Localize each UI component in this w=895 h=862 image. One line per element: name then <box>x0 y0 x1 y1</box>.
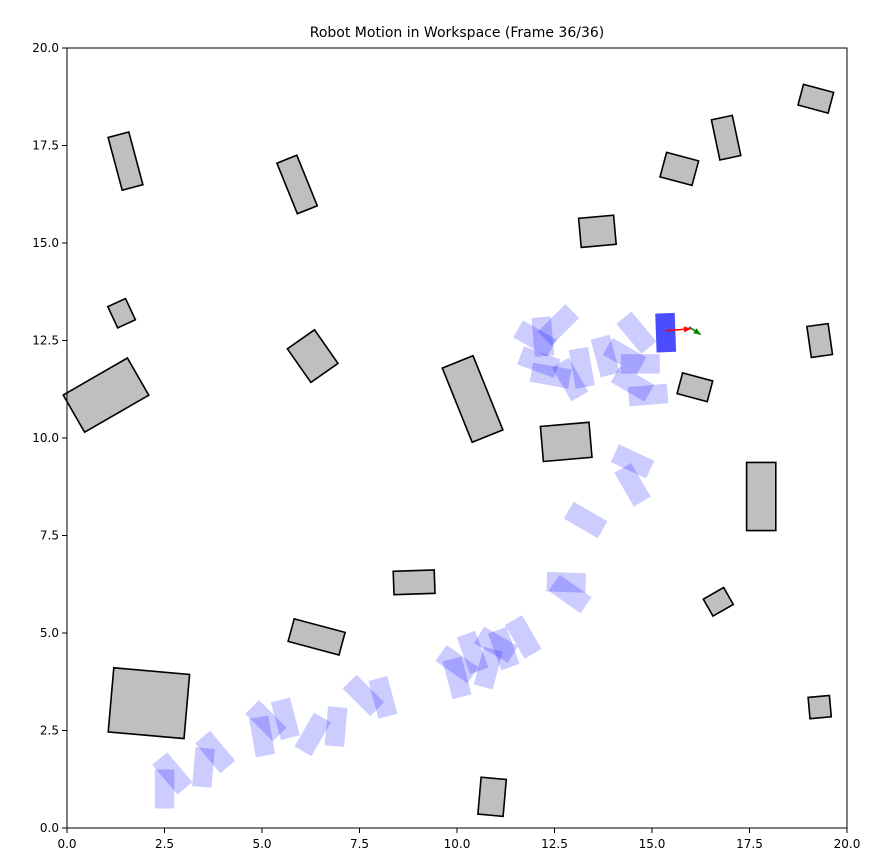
trail-pose-32 <box>616 311 657 354</box>
obstacle-7 <box>659 151 700 187</box>
obstacle-6 <box>577 214 618 249</box>
x-tick-label: 10.0 <box>444 837 471 851</box>
obstacle-18 <box>807 694 833 720</box>
obstacle-14 <box>392 569 436 596</box>
obstacle-4 <box>286 328 340 384</box>
trail-pose-7 <box>294 712 331 757</box>
trail-pose-25 <box>537 304 580 346</box>
obstacle-2 <box>106 297 137 329</box>
trail-pose-5 <box>245 700 287 742</box>
trail-pose-4 <box>249 715 275 758</box>
x-tick-label: 5.0 <box>252 837 271 851</box>
obstacle-19 <box>477 776 508 818</box>
trail-pose-15 <box>474 626 518 663</box>
obstacle-9 <box>797 83 835 115</box>
trail-pose-14 <box>473 646 503 690</box>
x-tick-label: 12.5 <box>541 837 568 851</box>
y-tick-label: 0.0 <box>40 821 59 835</box>
trail-pose-8 <box>324 706 348 747</box>
trail-pose-0 <box>154 769 175 809</box>
robot-trail <box>152 304 669 809</box>
trail-pose-19 <box>548 574 592 614</box>
obstacle-17 <box>702 586 735 618</box>
trail-pose-9 <box>342 674 385 717</box>
y-tick-label: 17.5 <box>32 139 59 153</box>
trail-pose-30 <box>590 334 620 378</box>
trail-pose-10 <box>368 676 398 719</box>
trail-pose-20 <box>563 501 608 539</box>
heading-arrow-head <box>683 326 691 333</box>
trail-pose-1 <box>152 752 193 795</box>
velocity-arrow-head <box>693 328 701 335</box>
y-tick-label: 7.5 <box>40 529 59 543</box>
obstacle-16 <box>107 666 191 740</box>
obstacles <box>62 83 835 818</box>
trail-pose-34 <box>610 365 655 402</box>
y-tick-label: 5.0 <box>40 626 59 640</box>
velocity-arrow <box>688 326 702 336</box>
obstacle-0 <box>107 131 144 192</box>
obstacle-13 <box>745 461 777 532</box>
y-tick-label: 15.0 <box>32 236 59 250</box>
robot-current-pose <box>655 312 677 353</box>
obstacle-8 <box>710 114 742 161</box>
trail-pose-22 <box>610 444 655 479</box>
x-tick-label: 0.0 <box>57 837 76 851</box>
trail-pose-33 <box>620 354 660 374</box>
obstacle-15 <box>287 617 347 656</box>
obstacle-1 <box>275 154 319 215</box>
x-tick-label: 2.5 <box>155 837 174 851</box>
trail-pose-31 <box>602 337 647 375</box>
trail-pose-13 <box>456 630 489 675</box>
trail-pose-23 <box>513 320 557 357</box>
y-tick-label: 10.0 <box>32 431 59 445</box>
x-tick-label: 17.5 <box>736 837 763 851</box>
obstacle-5 <box>441 354 504 444</box>
obstacle-10 <box>805 322 834 359</box>
heading-arrow <box>665 326 692 333</box>
x-tick-label: 15.0 <box>639 837 666 851</box>
chart-title: Robot Motion in Workspace (Frame 36/36) <box>310 25 605 41</box>
x-tick-label: 20.0 <box>834 837 861 851</box>
trail-pose-28 <box>551 357 589 402</box>
trail-pose-35 <box>627 383 669 407</box>
trail-pose-27 <box>529 362 572 389</box>
trail-pose-2 <box>192 747 215 788</box>
trail-pose-3 <box>195 730 236 774</box>
y-tick-label: 20.0 <box>32 41 59 55</box>
trail-pose-26 <box>517 346 561 378</box>
trail-pose-18 <box>546 571 586 593</box>
y-tick-label: 12.5 <box>32 334 59 348</box>
trail-pose-24 <box>531 316 555 357</box>
axes: 0.0 2.5 5.0 7.5 10.0 12.5 15.0 17.5 20.0 0.0 2.5 5.… <box>32 41 860 851</box>
trail-pose-21 <box>614 463 651 507</box>
obstacle-3 <box>62 356 150 434</box>
obstacle-11 <box>676 371 714 403</box>
x-tick-label: 7.5 <box>350 837 369 851</box>
trail-pose-12 <box>442 656 472 700</box>
trail-pose-17 <box>505 615 542 659</box>
trail-pose-29 <box>568 346 595 389</box>
trail-pose-6 <box>270 697 300 741</box>
trail-pose-16 <box>488 626 520 671</box>
y-tick-label: 2.5 <box>40 724 59 738</box>
trail-pose-11 <box>435 645 479 684</box>
obstacle-12 <box>539 421 593 463</box>
